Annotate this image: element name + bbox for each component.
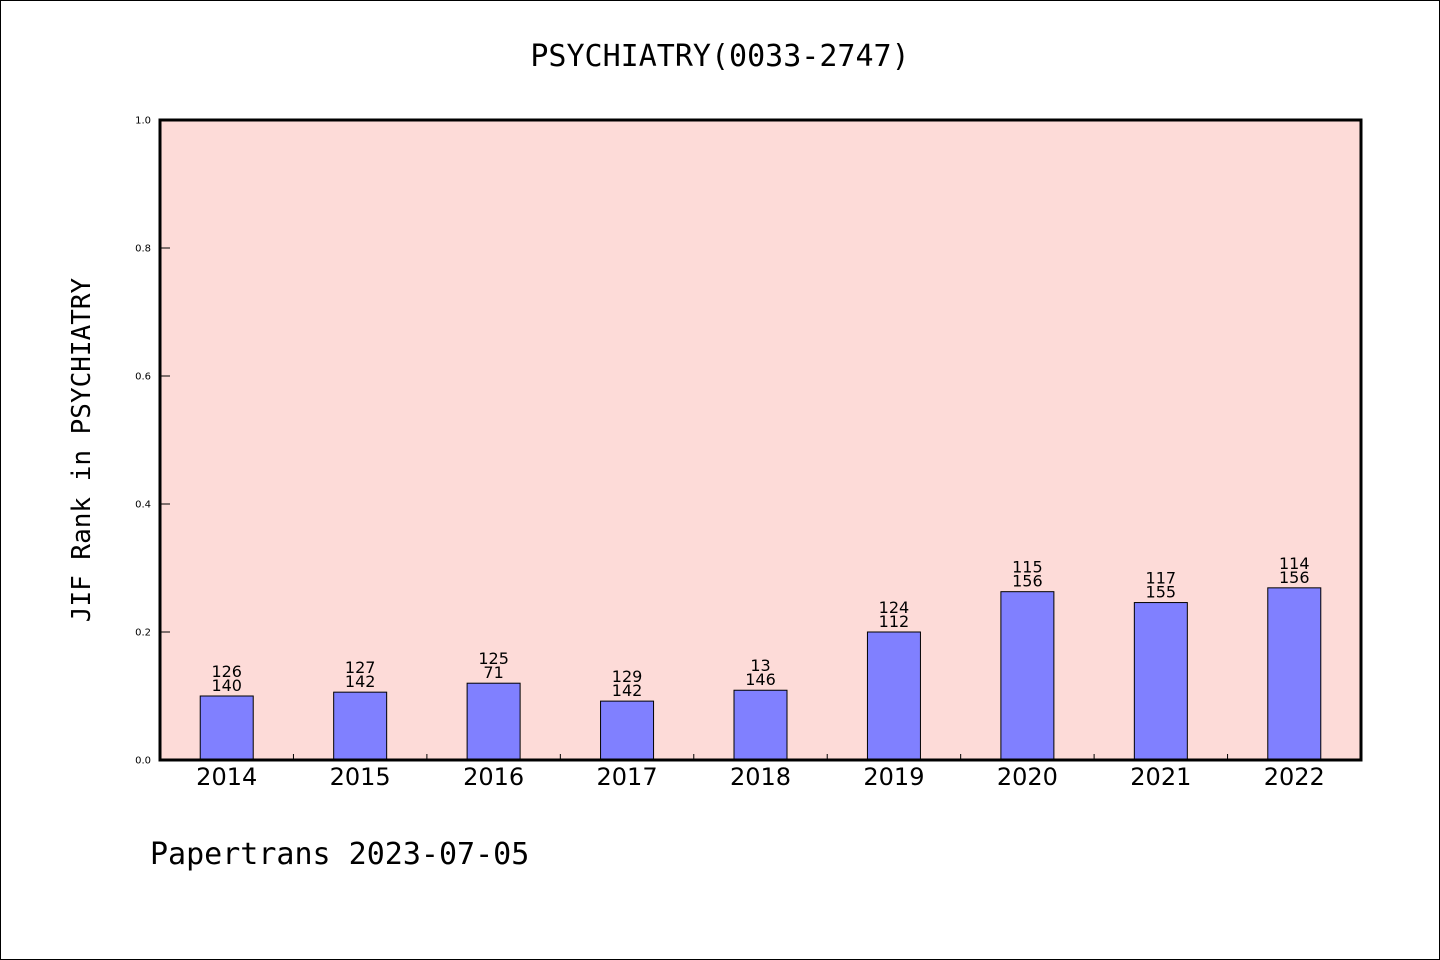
x-tick-label: 2014 (196, 763, 257, 791)
x-tick-label: 2022 (1264, 763, 1325, 791)
y-tick-label: 0.6 (135, 372, 151, 383)
x-tick-label: 2018 (730, 763, 791, 791)
footer-text: Papertrans 2023-07-05 (150, 837, 529, 872)
data-label-rank: 127 (345, 658, 376, 677)
bar-2015 (333, 691, 388, 761)
data-label-total: 156 (1279, 568, 1310, 587)
y-tick-label: 0.0 (135, 756, 151, 767)
chart-title: PSYCHIATRY(0033-2747) (530, 39, 909, 74)
data-label-total: 142 (612, 681, 643, 700)
bar-2019 (866, 631, 921, 761)
data-label-total: 155 (1146, 583, 1177, 602)
data-label-rank: 129 (612, 667, 643, 686)
bar-2021 (1133, 602, 1188, 761)
data-label-total: 146 (745, 670, 776, 689)
y-tick-label: 0.4 (135, 500, 151, 511)
x-tick-label: 2021 (1130, 763, 1191, 791)
data-label-rank: 126 (211, 662, 242, 681)
bar-2014 (199, 695, 254, 761)
x-tick-label: 2020 (997, 763, 1058, 791)
data-label-rank: 13 (750, 656, 770, 675)
data-label-total: 140 (211, 676, 242, 695)
bar-2022 (1267, 587, 1322, 761)
x-tick-label: 2016 (463, 763, 524, 791)
data-label-rank: 117 (1146, 569, 1177, 588)
y-axis-label: JIF Rank in PSYCHIATRY (67, 277, 97, 622)
y-tick-label: 0.2 (135, 628, 151, 639)
x-tick-label: 2019 (863, 763, 924, 791)
x-tick-label: 2017 (597, 763, 658, 791)
data-label-total: 112 (879, 612, 910, 631)
y-tick-label: 0.8 (135, 244, 151, 255)
data-label-total: 142 (345, 672, 376, 691)
bar-2016 (466, 682, 521, 761)
bar-2017 (600, 700, 655, 761)
data-label-rank: 125 (478, 649, 509, 668)
data-label-rank: 124 (879, 598, 910, 617)
plot-border (158, 118, 1363, 762)
bars-group (199, 587, 1322, 761)
data-label-rank: 115 (1012, 558, 1043, 577)
bar-2020 (1000, 591, 1055, 761)
x-axis: 2014 2015 2016 2017 2018 2019 2020 2021 2022 (196, 754, 1325, 791)
data-label-rank: 114 (1279, 554, 1310, 573)
data-label-total: 71 (483, 663, 503, 682)
bar-2018 (733, 689, 788, 761)
data-label-total: 156 (1012, 572, 1043, 591)
x-tick-label: 2015 (330, 763, 391, 791)
y-tick-label: 1.0 (135, 116, 151, 127)
